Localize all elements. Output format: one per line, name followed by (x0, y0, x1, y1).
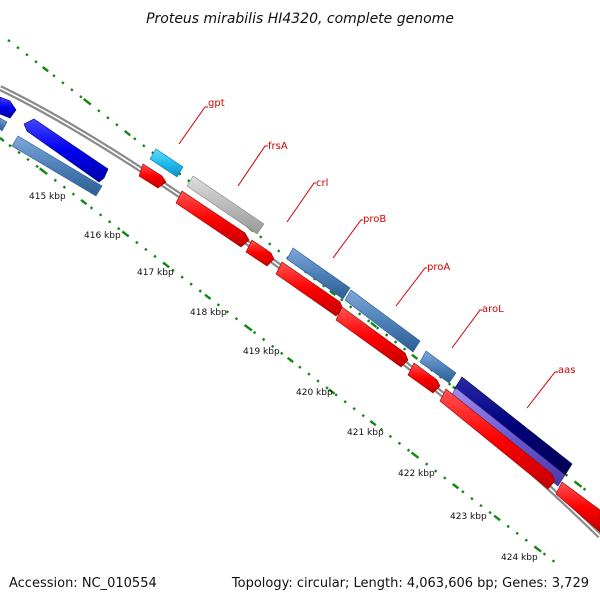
feature-red-crl (245, 239, 275, 267)
tick-label-416: 416 kbp (84, 231, 121, 241)
reverse-strand-features (0, 117, 600, 533)
feature-steel-aroL (419, 350, 457, 384)
feature-blue-1 (0, 96, 17, 119)
accession-text: Accession: NC_010554 (9, 576, 157, 591)
feature-red-right (555, 481, 600, 533)
gene-label-frsA: frsA (268, 141, 288, 152)
feature-steel-left-stub (0, 117, 8, 132)
feature-red-frsA (175, 190, 250, 248)
inner-tick-ring (0, 137, 561, 567)
tick-label-421: 421 kbp (347, 428, 384, 438)
gene-labels: gpt frsA crl proB proA aroL aas (208, 98, 575, 376)
kbp-tick-labels: 415 kbp 416 kbp 417 kbp 418 kbp 419 kbp … (29, 192, 538, 563)
feature-red-aroL (407, 362, 441, 394)
tick-label-420: 420 kbp (296, 388, 333, 398)
tick-label-423: 423 kbp (450, 512, 487, 522)
gene-label-gpt: gpt (208, 98, 225, 109)
gene-label-aroL: aroL (482, 304, 504, 315)
feature-blue-2 (23, 118, 109, 183)
tick-label-419: 419 kbp (243, 347, 280, 357)
feature-cyan-gpt (149, 148, 184, 178)
feature-steel-left (11, 135, 103, 197)
gene-label-proB: proB (363, 214, 386, 225)
feature-red-proA (335, 306, 409, 368)
gene-label-proA: proA (427, 262, 450, 273)
gene-label-crl: crl (316, 178, 328, 189)
feature-gray-frsA (186, 175, 265, 235)
tick-label-418: 418 kbp (190, 308, 227, 318)
tick-label-424: 424 kbp (501, 553, 538, 563)
tick-label-415: 415 kbp (29, 192, 66, 202)
topology-text: Topology: circular; Length: 4,063,606 bp… (231, 576, 589, 591)
tick-label-417: 417 kbp (137, 268, 174, 278)
gene-label-aas: aas (558, 365, 575, 376)
gene-label-leaders (178, 106, 558, 409)
tick-label-422: 422 kbp (398, 469, 435, 479)
feature-red-gpt (138, 163, 167, 189)
feature-red-aas (439, 388, 556, 490)
feature-steel-proA (344, 289, 421, 353)
map-title: Proteus mirabilis HI4320, complete genom… (146, 11, 454, 27)
genome-backbone (0, 85, 600, 539)
feature-steel-proB (286, 247, 351, 300)
